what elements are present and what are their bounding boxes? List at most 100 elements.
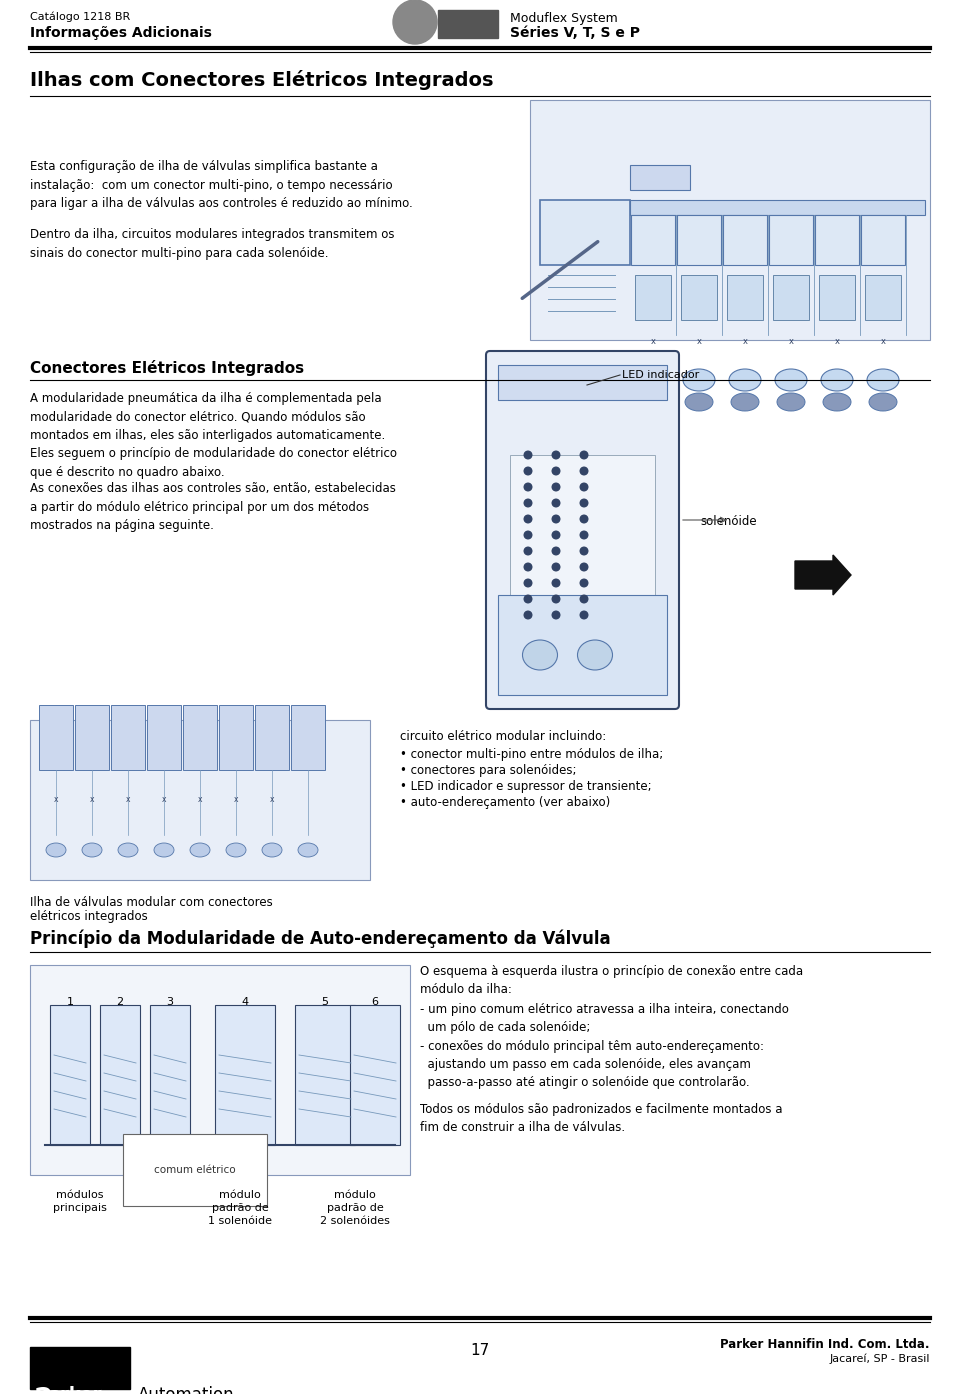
Circle shape [552,452,560,459]
Bar [30,719,370,880]
Bar [75,705,109,769]
Text: x: x [651,337,656,347]
Text: • LED indicador e supressor de transiente;: • LED indicador e supressor de transient… [400,781,652,793]
Text: módulo
padrão de
1 solenóide: módulo padrão de 1 solenóide [208,1190,272,1227]
Text: As conexões das ilhas aos controles são, então, estabelecidas
a partir do módulo: As conexões das ilhas aos controles são,… [30,482,396,533]
Text: elétricos integrados: elétricos integrados [30,910,148,923]
FancyBboxPatch shape [486,351,679,710]
Ellipse shape [637,369,669,390]
Circle shape [524,579,532,587]
Text: 4: 4 [241,997,249,1006]
Text: x: x [270,796,275,804]
Circle shape [524,595,532,602]
Circle shape [580,467,588,475]
Text: módulo
padrão de
2 solenóides: módulo padrão de 2 solenóides [320,1190,390,1227]
Circle shape [580,452,588,459]
Circle shape [552,516,560,523]
Text: x: x [742,337,748,347]
Text: x: x [126,796,131,804]
Circle shape [580,548,588,555]
Bar [769,215,813,265]
Bar [631,215,675,265]
Text: - conexões do módulo principal têm auto-endereçamento:
  ajustando um passo em c: - conexões do módulo principal têm auto-… [420,1040,764,1089]
Circle shape [524,452,532,459]
Circle shape [552,563,560,570]
Ellipse shape [82,843,102,857]
Text: • auto-endereçamento (ver abaixo): • auto-endereçamento (ver abaixo) [400,796,611,809]
Bar [215,1005,275,1144]
Circle shape [552,531,560,539]
Bar [150,1005,190,1144]
Text: arker: arker [48,1386,102,1394]
Bar [677,215,721,265]
Ellipse shape [823,393,851,411]
Bar [255,705,289,769]
Bar [630,199,925,215]
Text: módulos
principais: módulos principais [53,1190,107,1213]
Text: Informações Adicionais: Informações Adicionais [30,26,212,40]
Circle shape [524,467,532,475]
Ellipse shape [775,369,807,390]
Bar [438,10,498,38]
Circle shape [580,484,588,491]
Text: x: x [697,337,702,347]
Text: Moduflex System: Moduflex System [510,13,617,25]
Bar [30,965,410,1175]
Text: x: x [54,796,59,804]
Text: Automation: Automation [138,1386,234,1394]
Circle shape [580,611,588,619]
Text: • conectores para solenóides;: • conectores para solenóides; [400,764,577,776]
Ellipse shape [46,843,66,857]
Bar [723,215,767,265]
Text: Esta configuração de ilha de válvulas simplifica bastante a
instalação:  com um : Esta configuração de ilha de válvulas si… [30,160,413,210]
Circle shape [524,484,532,491]
Text: Conectores Elétricos Integrados: Conectores Elétricos Integrados [30,360,304,376]
Bar [635,275,671,321]
Bar [510,454,655,645]
Bar [291,705,325,769]
Circle shape [524,516,532,523]
Text: x: x [161,796,166,804]
Text: Catálogo 1218 BR: Catálogo 1218 BR [30,13,131,22]
Circle shape [524,531,532,539]
Text: Ilha de válvulas modular com conectores: Ilha de válvulas modular com conectores [30,896,273,909]
Circle shape [580,531,588,539]
Circle shape [552,467,560,475]
Bar [498,595,667,696]
Ellipse shape [578,640,612,671]
Ellipse shape [154,843,174,857]
Bar [681,275,717,321]
Ellipse shape [821,369,853,390]
Bar [530,100,930,340]
Text: • conector multi-pino entre módulos de ilha;: • conector multi-pino entre módulos de i… [400,749,663,761]
Circle shape [393,0,437,45]
Ellipse shape [777,393,805,411]
Circle shape [524,611,532,619]
Text: circuito elétrico modular incluindo:: circuito elétrico modular incluindo: [400,730,607,743]
Text: x: x [198,796,203,804]
Ellipse shape [262,843,282,857]
Text: 6: 6 [372,997,378,1006]
Ellipse shape [639,393,667,411]
Text: comum elétrico: comum elétrico [155,1165,236,1175]
Circle shape [552,595,560,602]
Text: Dentro da ilha, circuitos modulares integrados transmitem os
sinais do conector : Dentro da ilha, circuitos modulares inte… [30,229,395,259]
Bar [350,1005,400,1144]
Text: 17: 17 [470,1342,490,1358]
Circle shape [580,579,588,587]
Bar [773,275,809,321]
Circle shape [580,499,588,507]
FancyArrow shape [795,555,851,595]
Circle shape [580,516,588,523]
Ellipse shape [118,843,138,857]
Text: x: x [89,796,94,804]
Bar [30,1347,130,1388]
Circle shape [580,563,588,570]
Ellipse shape [298,843,318,857]
Text: - um pino comum elétrico atravessa a ilha inteira, conectando
  um pólo de cada : - um pino comum elétrico atravessa a ilh… [420,1004,789,1034]
Circle shape [552,484,560,491]
Text: x: x [834,337,839,347]
Bar [111,705,145,769]
Ellipse shape [190,843,210,857]
Text: x: x [788,337,794,347]
